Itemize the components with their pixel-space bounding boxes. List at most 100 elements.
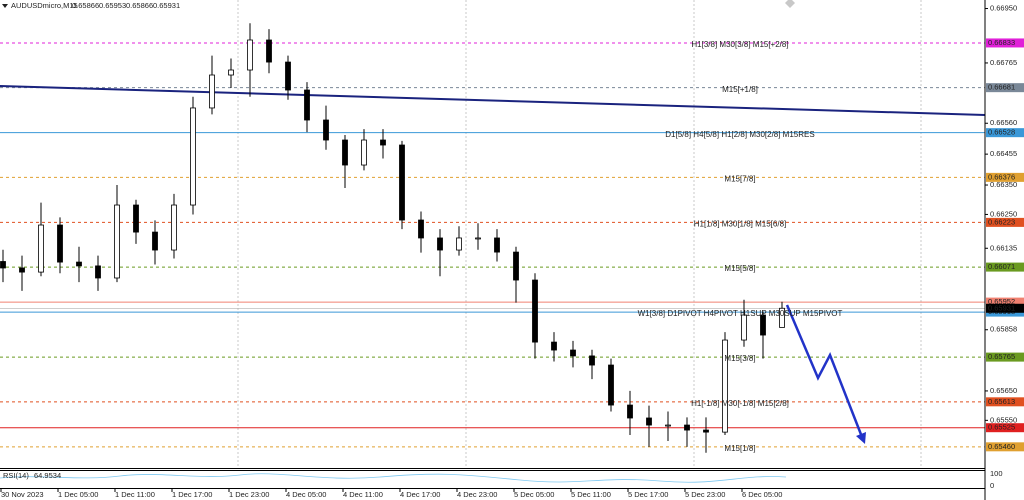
candle-body — [551, 341, 557, 351]
x-tick-label: 1 Dec 05:00 — [58, 490, 98, 499]
candle-body — [171, 204, 177, 251]
y-tick-label: 0.65550 — [990, 415, 1017, 424]
candle-body — [209, 74, 215, 109]
header: AUDUSDmicro,M15 0.65866 0.65953 0.65866 … — [2, 1, 180, 10]
forecast-arrow — [785, 304, 866, 444]
level-text: M15[5/8] — [724, 264, 755, 273]
candle-body — [741, 314, 747, 341]
candle-body — [285, 61, 291, 91]
candle-body — [703, 429, 709, 433]
level-text: W1[3/8] D1PIVOT H4PIVOT H1SUP M30SUP M15… — [638, 309, 843, 318]
price-label-box — [986, 397, 1024, 407]
candle-body — [779, 307, 785, 328]
rsi-value: 64.9534 — [34, 471, 61, 480]
y-tick-label: 0.66560 — [990, 118, 1017, 127]
x-tick-label: 6 Dec 05:00 — [742, 490, 782, 499]
level-text: H1[3/8] M30[3/8] M15[+2/8] — [691, 40, 788, 49]
candle-body — [418, 219, 424, 239]
x-tick-label: 5 Dec 17:00 — [628, 490, 668, 499]
price-label-box — [986, 83, 1024, 93]
bid-label-box — [986, 303, 1024, 313]
price-label-box — [986, 128, 1024, 138]
header-open: 0.65866 — [72, 1, 99, 10]
candle-body — [665, 424, 671, 427]
collapse-icon — [2, 4, 8, 8]
level-text: M15[3/8] — [724, 354, 755, 363]
bid-label: 0.65931 — [988, 303, 1015, 312]
x-tick-label: 4 Dec 17:00 — [400, 490, 440, 499]
x-tick-label: 30 Nov 2023 — [1, 490, 44, 499]
arrow-head — [856, 432, 866, 444]
candle-body — [95, 265, 101, 279]
level-text: D1[5/8] H4[5/8] H1[2/8] M30[2/8] M15RES — [665, 130, 814, 139]
candle-body — [133, 204, 139, 233]
candle-body — [114, 204, 120, 279]
header-low: 0.65866 — [126, 1, 153, 10]
candle-body — [494, 237, 500, 253]
price-label: 0.65613 — [988, 397, 1015, 406]
candle-body — [152, 231, 158, 251]
candle-body — [304, 89, 310, 121]
price-label: 0.66833 — [988, 38, 1015, 47]
price-label: 0.66681 — [988, 83, 1015, 92]
y-tick-label: 0.66455 — [990, 149, 1017, 158]
y-tick-label: 0.65858 — [990, 325, 1017, 334]
candle-body — [570, 349, 576, 357]
price-label-box — [986, 38, 1024, 48]
x-tick-label: 4 Dec 23:00 — [457, 490, 497, 499]
x-tick-label: 4 Dec 11:00 — [343, 490, 383, 499]
price-label: 0.65460 — [988, 442, 1015, 451]
forecast-path — [785, 304, 864, 438]
x-tick-label: 5 Dec 11:00 — [571, 490, 611, 499]
level-labels: H1[3/8] M30[3/8] M15[+2/8] 0.66833 M15[+1/… — [638, 38, 1024, 453]
y-tick-label: 0.66350 — [990, 180, 1017, 189]
candle-body — [722, 339, 728, 433]
candle-body — [76, 261, 82, 267]
level-text: H1[-1/8] M30[-1/8] M15[2/8] — [691, 399, 789, 408]
rsi-pane: RSI(14) 64.9534 100 0 — [3, 469, 1003, 490]
price-label: 0.65952 — [988, 297, 1015, 306]
price-label: 0.66528 — [988, 128, 1015, 137]
candle-body — [228, 69, 234, 76]
rsi-line — [0, 473, 787, 483]
candle-body — [760, 314, 766, 336]
x-tick-label: 1 Dec 23:00 — [229, 490, 269, 499]
candle-body — [589, 355, 595, 366]
y-tick-label: 0.66765 — [990, 58, 1017, 67]
candle-body — [38, 224, 44, 273]
price-label: 0.66223 — [988, 217, 1015, 226]
x-tick-label: 1 Dec 11:00 — [115, 490, 155, 499]
rsi-tick-label: 0 — [990, 481, 994, 490]
candle-body — [456, 237, 462, 251]
candle-body — [684, 424, 690, 431]
candle-body — [266, 39, 272, 63]
header-close: 0.65931 — [153, 1, 180, 10]
candle-body — [190, 107, 196, 206]
symbol: AUDUSDmicro,M15 — [11, 1, 78, 10]
candle-body — [323, 119, 329, 141]
candle-body — [513, 251, 519, 281]
price-label-box — [986, 423, 1024, 433]
price-label-box — [986, 352, 1024, 362]
price-label: 0.66071 — [988, 262, 1015, 271]
candle-body — [399, 144, 405, 221]
x-tick-label: 5 Dec 23:00 — [685, 490, 725, 499]
price-label: 0.65765 — [988, 352, 1015, 361]
levels — [0, 42, 985, 448]
y-tick-label: 0.66950 — [990, 4, 1017, 13]
price-label-box — [986, 217, 1024, 227]
x-tick-label: 4 Dec 05:00 — [286, 490, 326, 499]
candles — [0, 23, 785, 453]
rsi-label: RSI(14) — [3, 471, 29, 480]
level-text: M15[7/8] — [724, 174, 755, 183]
price-label-box — [986, 442, 1024, 452]
trend-line — [0, 85, 986, 116]
day-separators — [237, 0, 922, 468]
candle-body — [437, 237, 443, 251]
y-tick-label: 0.66135 — [990, 243, 1017, 252]
price-label-box — [986, 172, 1024, 182]
price-label: 0.66376 — [988, 172, 1015, 181]
y-tick-label: 0.66250 — [990, 209, 1017, 218]
candle-body — [627, 404, 633, 419]
